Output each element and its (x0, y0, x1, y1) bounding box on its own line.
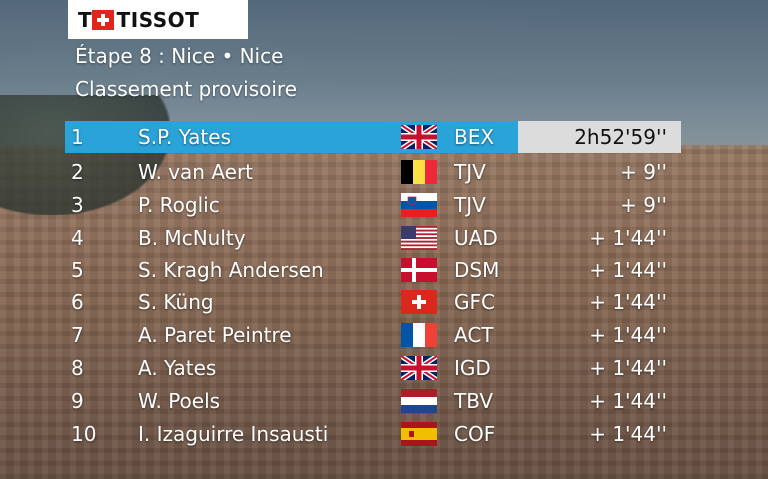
time-gap: + 1'44'' (589, 226, 667, 250)
leader-time: 2h52'59'' (574, 125, 667, 149)
time-gap: + 1'44'' (589, 290, 667, 314)
ch-flag-icon (401, 290, 437, 314)
nl-flag-icon (401, 389, 437, 413)
es-flag-icon (401, 422, 437, 446)
rank: 5 (71, 258, 84, 282)
standings-row: 5 S. Kragh Andersen DSM + 1'44'' (65, 254, 681, 286)
si-flag-icon (401, 193, 437, 217)
time-gap: + 9'' (620, 160, 667, 184)
standings-row-leader: 1 S.P. Yates BEX 2h52'59'' (65, 121, 681, 153)
logo-t-letter: T (78, 7, 92, 32)
team-code: TBV (454, 389, 494, 413)
time-gap: + 1'44'' (589, 389, 667, 413)
stage-title: Étape 8 : Nice • Nice (75, 44, 284, 68)
be-flag-icon (401, 160, 437, 184)
team-code: DSM (454, 258, 500, 282)
standings-row: 3 P. Roglic TJV + 9'' (65, 189, 681, 221)
team-code: TJV (454, 160, 486, 184)
rider-name: I. Izaguirre Insausti (138, 422, 329, 446)
rider-name: P. Roglic (138, 193, 220, 217)
rider-name: S.P. Yates (138, 125, 231, 149)
rank: 8 (71, 356, 84, 380)
team-code: ACT (454, 323, 494, 347)
rank: 9 (71, 389, 84, 413)
standings-row: 10 I. Izaguirre Insausti COF + 1'44'' (65, 418, 681, 450)
rider-name: S. Küng (138, 290, 214, 314)
team-code: BEX (454, 125, 495, 149)
standings-row: 2 W. van Aert TJV + 9'' (65, 156, 681, 188)
rank: 7 (71, 323, 84, 347)
rider-name: A. Yates (138, 356, 217, 380)
time-gap: + 1'44'' (589, 356, 667, 380)
gb-flag-icon (401, 125, 437, 149)
rider-name: B. McNulty (138, 226, 246, 250)
standings-row: 6 S. Küng GFC + 1'44'' (65, 286, 681, 318)
us-flag-icon (401, 226, 437, 250)
time-gap: + 9'' (620, 193, 667, 217)
logo-wordmark: TISSOT (116, 7, 200, 32)
team-code: IGD (454, 356, 491, 380)
tissot-logo: T TISSOT (68, 0, 248, 39)
time-gap: + 1'44'' (589, 422, 667, 446)
team-code: GFC (454, 290, 495, 314)
rank: 2 (71, 160, 84, 184)
standings-row: 8 A. Yates IGD + 1'44'' (65, 352, 681, 384)
team-code: COF (454, 422, 496, 446)
rank: 6 (71, 290, 84, 314)
rank: 3 (71, 193, 84, 217)
time-gap: + 1'44'' (589, 323, 667, 347)
rider-name: W. van Aert (138, 160, 254, 184)
standings-row: 7 A. Paret Peintre ACT + 1'44'' (65, 319, 681, 351)
time-gap: + 1'44'' (589, 258, 667, 282)
rank: 10 (71, 422, 97, 446)
standings-row: 4 B. McNulty UAD + 1'44'' (65, 222, 681, 254)
team-code: TJV (454, 193, 486, 217)
swiss-cross-icon (91, 9, 114, 30)
dk-flag-icon (401, 258, 437, 282)
rider-name: A. Paret Peintre (138, 323, 292, 347)
fr-flag-icon (401, 323, 437, 347)
rank: 4 (71, 226, 84, 250)
rank: 1 (71, 125, 84, 149)
rider-name: S. Kragh Andersen (138, 258, 324, 282)
leader-time-box (518, 121, 681, 153)
standings-subtitle: Classement provisoire (75, 77, 297, 101)
hill-background (0, 95, 170, 215)
team-code: UAD (454, 226, 498, 250)
rider-name: W. Poels (138, 389, 221, 413)
gb-flag-icon (401, 356, 437, 380)
standings-row: 9 W. Poels TBV + 1'44'' (65, 385, 681, 417)
